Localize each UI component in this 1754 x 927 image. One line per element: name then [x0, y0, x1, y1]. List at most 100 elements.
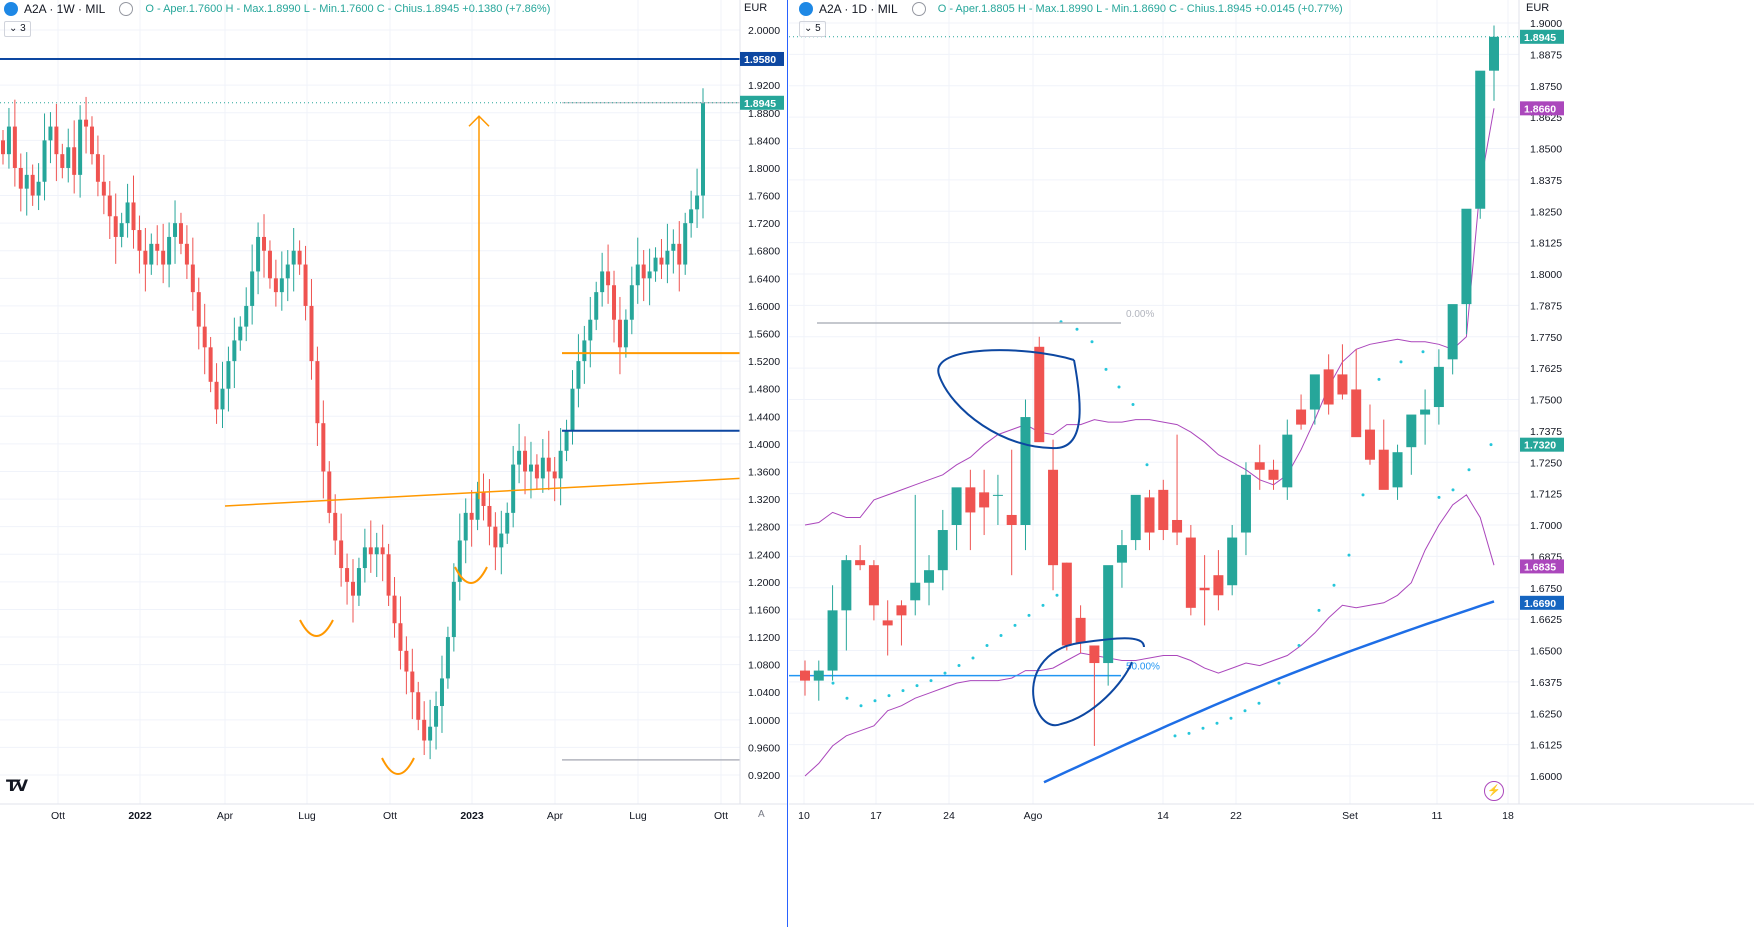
candle-body: [552, 471, 557, 479]
candle-body: [647, 271, 652, 279]
sar-dot: [1173, 734, 1177, 738]
sar-dot: [943, 671, 947, 675]
currency-button[interactable]: EUR: [744, 2, 768, 14]
candle-body: [1116, 545, 1127, 563]
weekly-chart-canvas[interactable]: 2.0000 1.9200 1.8800 1.8400 1.8000 1.7600 1.72…: [0, 0, 787, 927]
candle-body: [641, 264, 646, 279]
candle-body: [1199, 587, 1210, 591]
chevron-down-icon: ⌄: [9, 23, 18, 34]
time-tick-label: 22: [1230, 810, 1242, 822]
candle-body: [635, 264, 640, 286]
candle-body: [244, 305, 249, 327]
candle-body: [841, 560, 852, 611]
price-badge: [740, 95, 784, 110]
candle-body: [1351, 389, 1362, 438]
candle-body: [1323, 369, 1334, 405]
candle-body: [238, 326, 243, 341]
candle-body: [398, 623, 403, 651]
price-tick-label: 1.6000: [748, 301, 780, 313]
time-tick-label: Ott: [383, 810, 397, 822]
price-tick-label: 1.3600: [748, 466, 780, 478]
price-tick-label: 1.2000: [748, 577, 780, 589]
indicators-toggle-button[interactable]: ⌄ 5: [799, 21, 826, 37]
sar-dot: [1075, 327, 1079, 331]
price-tick-label: 1.8000: [1530, 269, 1562, 281]
candle-body: [262, 236, 267, 251]
candle-body: [1282, 434, 1293, 488]
price-badge: [1520, 29, 1564, 44]
chevron-down-icon: ⌄: [804, 23, 813, 34]
symbol-title[interactable]: A2A · 1W · MIL: [24, 2, 106, 16]
candle-body: [499, 533, 504, 548]
price-tick-label: 2.0000: [748, 25, 780, 37]
price-tick-label: 1.7625: [1530, 363, 1562, 375]
time-tick-label: 17: [870, 810, 882, 822]
sar-dot: [1187, 731, 1191, 735]
candle-body: [855, 560, 866, 566]
candle-body: [137, 230, 142, 251]
sar-dot: [1243, 709, 1247, 713]
candle-body: [1144, 497, 1155, 533]
lightning-icon[interactable]: ⚡: [1484, 781, 1504, 801]
candle-body: [12, 126, 17, 168]
daily-chart-canvas[interactable]: 0.00%50.00%1.90001.88751.87501.86251.850…: [789, 0, 1754, 927]
candle-body: [321, 423, 326, 472]
visibility-eye-icon[interactable]: [119, 2, 134, 16]
candle-body: [606, 271, 611, 286]
candle-body: [558, 450, 563, 479]
price-tick-label: 1.8125: [1530, 238, 1562, 250]
candle-body: [1172, 519, 1183, 533]
price-tick-label: 1.8875: [1530, 49, 1562, 61]
pattern-u-curve: [381, 757, 415, 775]
neckline-trend-line: [224, 477, 741, 507]
candle-body: [196, 292, 201, 327]
auto-scale-button[interactable]: A: [758, 809, 765, 820]
candle-body: [315, 361, 320, 424]
candle-body: [1309, 374, 1320, 410]
candle-body: [202, 326, 207, 348]
time-axis-background: [0, 804, 787, 927]
candle-body: [6, 126, 11, 155]
price-tick-label: 1.6375: [1530, 677, 1562, 689]
daily-chart-panel[interactable]: 0.00% 50.00% 1.9000 1.8875 1.8750 1.8625 1.850…: [789, 0, 1754, 927]
candle-body: [570, 388, 575, 431]
price-tick-label: 1.4000: [748, 439, 780, 451]
candle-body: [612, 285, 617, 320]
time-axis-background: [789, 804, 1754, 927]
candle-body: [155, 243, 160, 251]
candle-body: [297, 250, 302, 265]
candle-body: [653, 257, 658, 272]
price-tick-label: 1.5600: [748, 329, 780, 341]
sar-dot: [957, 664, 961, 668]
candle-body: [1158, 489, 1169, 531]
candle-body: [250, 271, 255, 306]
visibility-eye-icon[interactable]: [911, 2, 926, 16]
candle-body: [327, 471, 332, 513]
currency-button[interactable]: EUR: [1526, 2, 1550, 14]
candle-body: [896, 605, 907, 616]
pattern-u-curve: [454, 566, 488, 584]
candle-body: [273, 278, 278, 293]
price-tick-label: 1.8000: [748, 163, 780, 175]
indicators-toggle-button[interactable]: ⌄ 3: [4, 21, 31, 37]
candle-body: [356, 568, 361, 596]
candle-body: [339, 540, 344, 569]
candle-body: [54, 126, 59, 155]
time-tick-label: 11: [1432, 810, 1443, 822]
symbol-title[interactable]: A2A · 1D · MIL: [819, 2, 898, 16]
price-badge-label: 1.8660: [1524, 103, 1556, 115]
sar-dot: [1027, 613, 1031, 617]
sar-dot: [859, 704, 863, 708]
weekly-chart-panel[interactable]: 2.0000 1.9200 1.8800 1.8400 1.8000 1.7600 1.72…: [0, 0, 788, 927]
candle-body: [683, 223, 688, 265]
candle-body: [309, 305, 314, 362]
candle-body: [523, 450, 528, 472]
candle-body: [362, 547, 367, 569]
sar-dot: [929, 679, 933, 683]
price-tick-label: 1.0000: [748, 715, 780, 727]
price-tick-label: 1.6750: [1530, 583, 1562, 595]
candle-body: [868, 565, 879, 606]
candle-body: [404, 650, 409, 672]
price-tick-label: 1.3200: [748, 494, 780, 506]
price-tick-label: 1.6400: [748, 273, 780, 285]
